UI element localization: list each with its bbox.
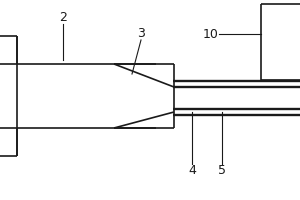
- Text: 2: 2: [59, 11, 67, 24]
- Text: 5: 5: [218, 164, 226, 177]
- Text: 4: 4: [188, 164, 196, 177]
- Text: 10: 10: [203, 27, 219, 40]
- Text: 3: 3: [137, 27, 145, 40]
